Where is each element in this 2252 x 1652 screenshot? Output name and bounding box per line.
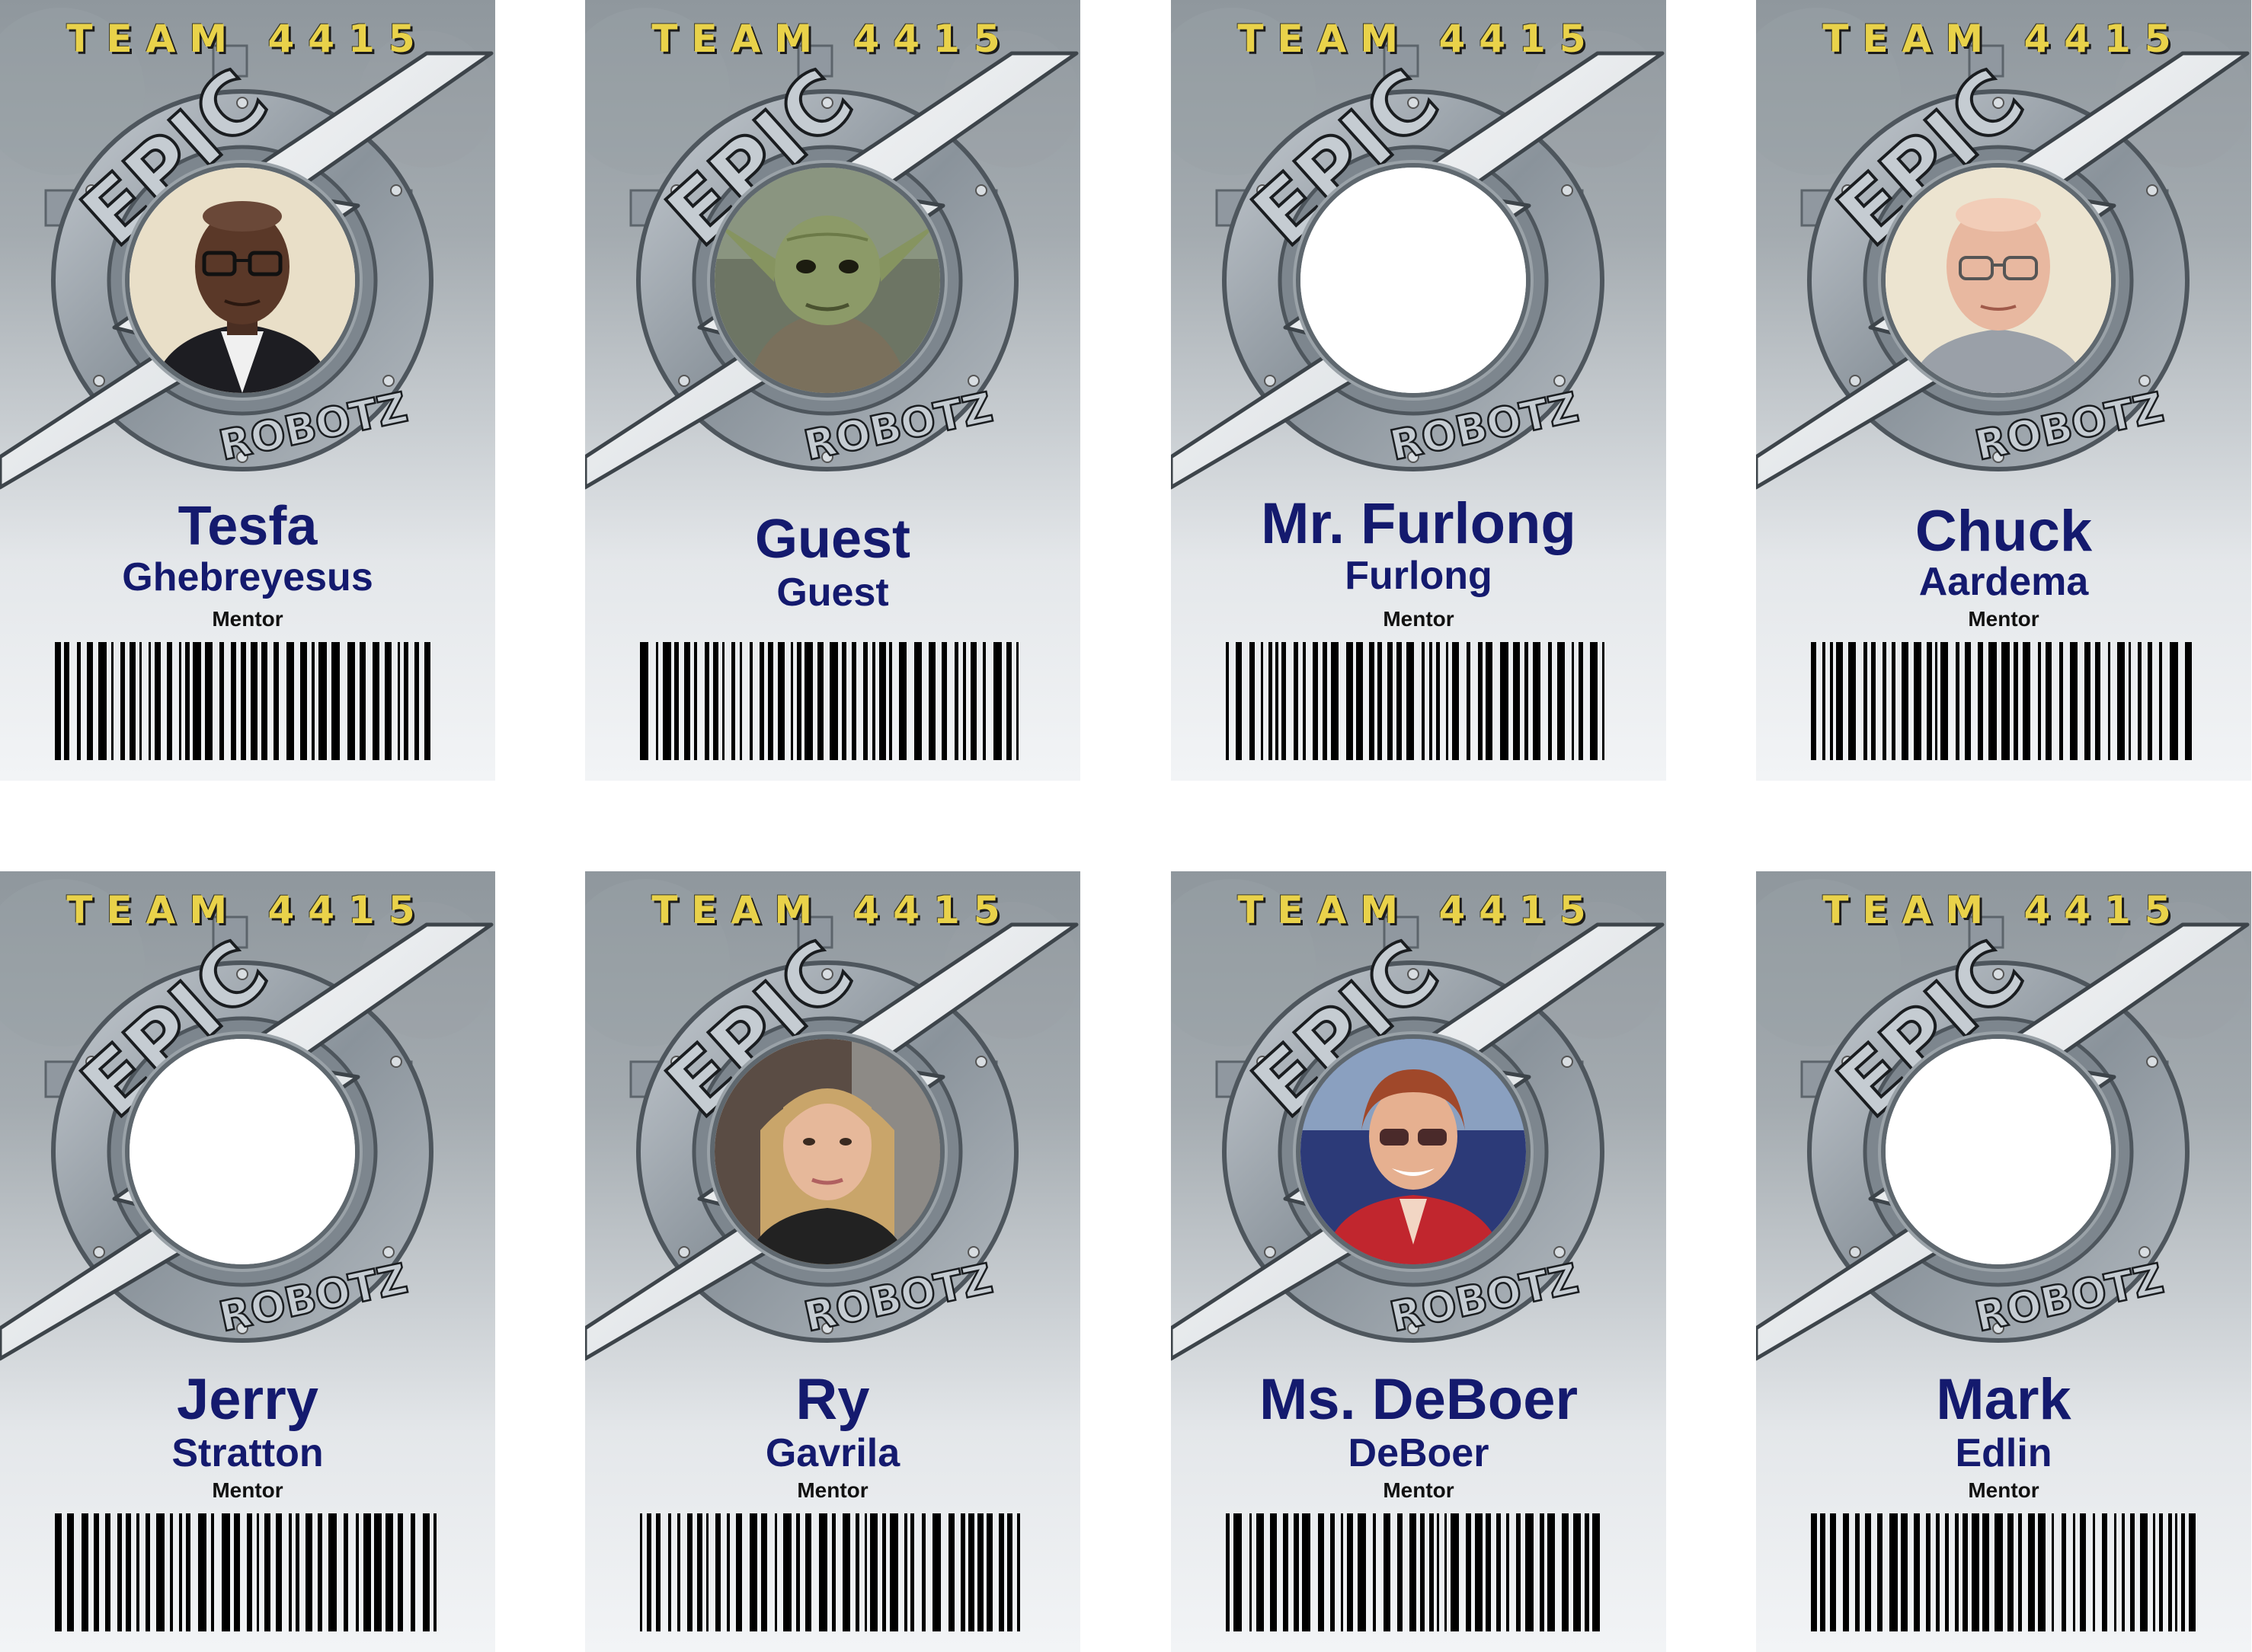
id-badge: EPIC ROBOTZ TEAM 4415 Mr. Furlong Furlon…	[1171, 0, 1666, 781]
barcode	[1811, 642, 2196, 760]
id-badge: EPIC ROBOTZ TEAM 4415 Mark Edlin Mentor	[1756, 871, 2251, 1652]
member-photo	[715, 1039, 940, 1264]
first-name: Mr. Furlong	[1261, 491, 1576, 556]
last-name: Gavrila	[765, 1431, 900, 1475]
id-badge: EPIC ROBOTZ TEAM 4415 Guest Guest	[585, 0, 1080, 781]
id-badge: EPIC ROBOTZ TEAM 4415 Jerry Stratton Men…	[0, 871, 495, 1652]
last-name: Ghebreyesus	[122, 555, 373, 599]
member-photo	[1300, 168, 1526, 393]
last-name: Furlong	[1345, 554, 1492, 598]
team-label: TEAM 4415	[651, 17, 1014, 61]
role-label: Mentor	[1383, 1478, 1454, 1502]
first-name: Chuck	[1915, 499, 2093, 564]
role-label: Mentor	[1968, 607, 2039, 631]
team-label: TEAM 4415	[651, 888, 1014, 932]
id-badge: EPIC ROBOTZ TEAM 4415 Ms. DeBoer DeBoer …	[1171, 871, 1666, 1652]
role-label: Mentor	[1968, 1478, 2039, 1502]
id-badge: EPIC ROBOTZ TEAM 4415 Ry Gavrila Mentor	[585, 871, 1080, 1652]
role-label: Mentor	[1383, 607, 1454, 631]
team-label: TEAM 4415	[66, 888, 429, 932]
barcode	[1226, 642, 1611, 760]
role-label: Mentor	[212, 1478, 283, 1502]
barcode	[640, 1513, 1025, 1631]
role-label: Mentor	[797, 1478, 868, 1502]
last-name: Guest	[776, 570, 889, 615]
first-name: Mark	[1936, 1367, 2071, 1432]
barcode	[55, 642, 440, 760]
last-name: Edlin	[1955, 1431, 2052, 1475]
member-photo	[1886, 168, 2111, 393]
role-label: Mentor	[212, 607, 283, 631]
barcode	[1811, 1513, 2196, 1631]
id-badge: EPIC ROBOTZ TEAM 4415 Chuck Aardema Ment…	[1756, 0, 2251, 781]
last-name: Stratton	[171, 1431, 324, 1475]
first-name: Ry	[795, 1367, 870, 1432]
member-photo	[1300, 1039, 1526, 1264]
member-photo	[130, 1039, 355, 1264]
barcode	[640, 642, 1025, 760]
team-label: TEAM 4415	[1822, 17, 2185, 61]
team-label: TEAM 4415	[1237, 17, 1600, 61]
last-name: Aardema	[1918, 560, 2089, 604]
first-name: Jerry	[177, 1367, 318, 1432]
member-photo	[130, 168, 355, 393]
team-label: TEAM 4415	[66, 17, 429, 61]
first-name: Tesfa	[178, 496, 318, 557]
barcode	[1226, 1513, 1611, 1631]
team-label: TEAM 4415	[1237, 888, 1600, 932]
last-name: DeBoer	[1348, 1431, 1489, 1475]
first-name: Ms. DeBoer	[1259, 1367, 1579, 1432]
team-label: TEAM 4415	[1822, 888, 2185, 932]
first-name: Guest	[754, 509, 911, 570]
member-photo	[1886, 1039, 2111, 1264]
barcode	[55, 1513, 440, 1631]
id-badge: EPIC ROBOTZ TEAM 4415 Tesfa Ghebreyesus …	[0, 0, 495, 781]
member-photo	[715, 168, 940, 393]
